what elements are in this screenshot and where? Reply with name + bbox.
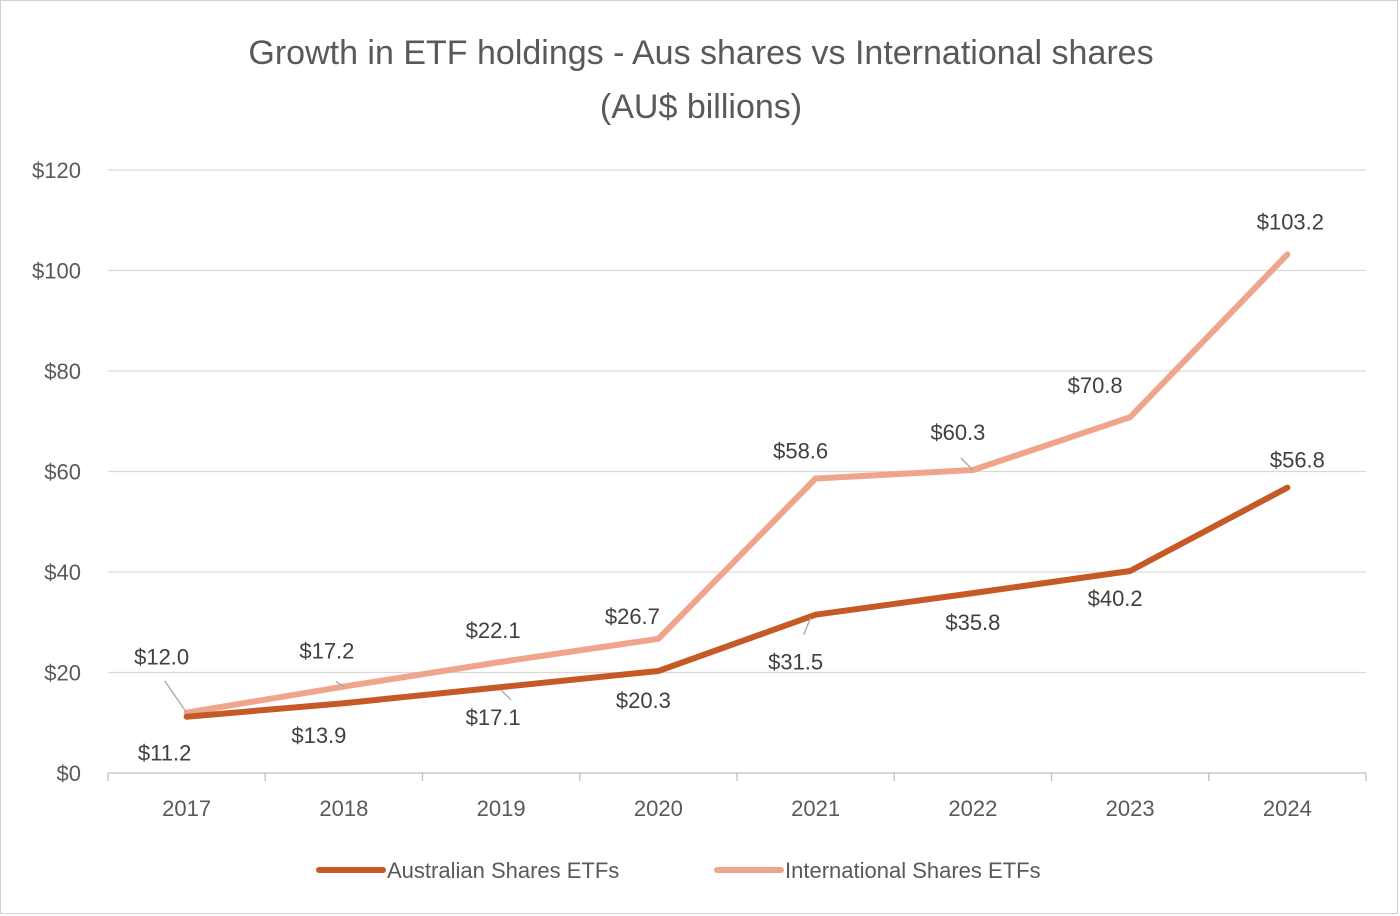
data-label-australian: $11.2 (138, 741, 191, 766)
data-label-international: $22.1 (466, 618, 521, 643)
data-label-international: $26.7 (605, 604, 660, 629)
series-lines (183, 251, 1291, 720)
label-leader-lines (164, 457, 974, 714)
data-label-australian: $31.5 (768, 650, 823, 675)
data-label-international: $17.2 (299, 639, 354, 664)
x-tick-label: 2017 (162, 796, 211, 821)
data-label-international: $12.0 (134, 645, 189, 670)
label-leader-line (164, 680, 188, 714)
data-label-international: $103.2 (1257, 209, 1324, 234)
axes: $0 $20 $40 $60 $80 $100 $120 2017 2018 2019 2020 20… (32, 158, 1367, 821)
x-tick-label: 2023 (1106, 796, 1155, 821)
y-tick-label: $0 (57, 761, 81, 786)
y-tick-label: $80 (44, 359, 81, 384)
x-tick-label: 2022 (948, 796, 997, 821)
data-label-australian: $13.9 (291, 723, 346, 748)
label-leader-line (803, 617, 812, 635)
x-tick-label: 2018 (319, 796, 368, 821)
y-tick-label: $100 (32, 259, 81, 284)
label-leader-line (960, 457, 974, 471)
legend-label-australian: Australian Shares ETFs (387, 858, 619, 883)
series-line-international (183, 251, 1291, 716)
x-tick-label: 2019 (477, 796, 526, 821)
x-tick-label: 2024 (1263, 796, 1312, 821)
legend: Australian Shares ETFs International Sha… (316, 858, 1041, 883)
data-label-international: $60.3 (930, 420, 985, 445)
x-tick-label: 2020 (634, 796, 683, 821)
data-labels: $11.2 $13.9 $17.1 $20.3 $31.5 $35.8 $40.2 $56.8… (134, 209, 1325, 765)
label-leader-line (335, 681, 345, 688)
data-label-australian: $56.8 (1270, 448, 1325, 473)
series-line-australian (183, 484, 1291, 720)
data-label-australian: $35.8 (945, 610, 1000, 635)
data-label-international: $70.8 (1068, 373, 1123, 398)
data-label-australian: $20.3 (616, 688, 671, 713)
label-leader-line (500, 689, 512, 701)
y-tick-label: $40 (44, 560, 81, 585)
legend-label-international: International Shares ETFs (785, 858, 1041, 883)
gridlines (108, 169, 1366, 674)
data-label-australian: $40.2 (1088, 586, 1143, 611)
y-tick-label: $20 (44, 661, 81, 686)
y-tick-label: $120 (32, 158, 81, 183)
y-tick-label: $60 (44, 460, 81, 485)
chart-title: Growth in ETF holdings - Aus shares vs I… (248, 34, 1153, 72)
data-label-australian: $17.1 (466, 705, 521, 730)
x-tick-label: 2021 (791, 796, 840, 821)
chart-subtitle: (AU$ billions) (600, 88, 802, 126)
data-label-international: $58.6 (773, 439, 828, 464)
